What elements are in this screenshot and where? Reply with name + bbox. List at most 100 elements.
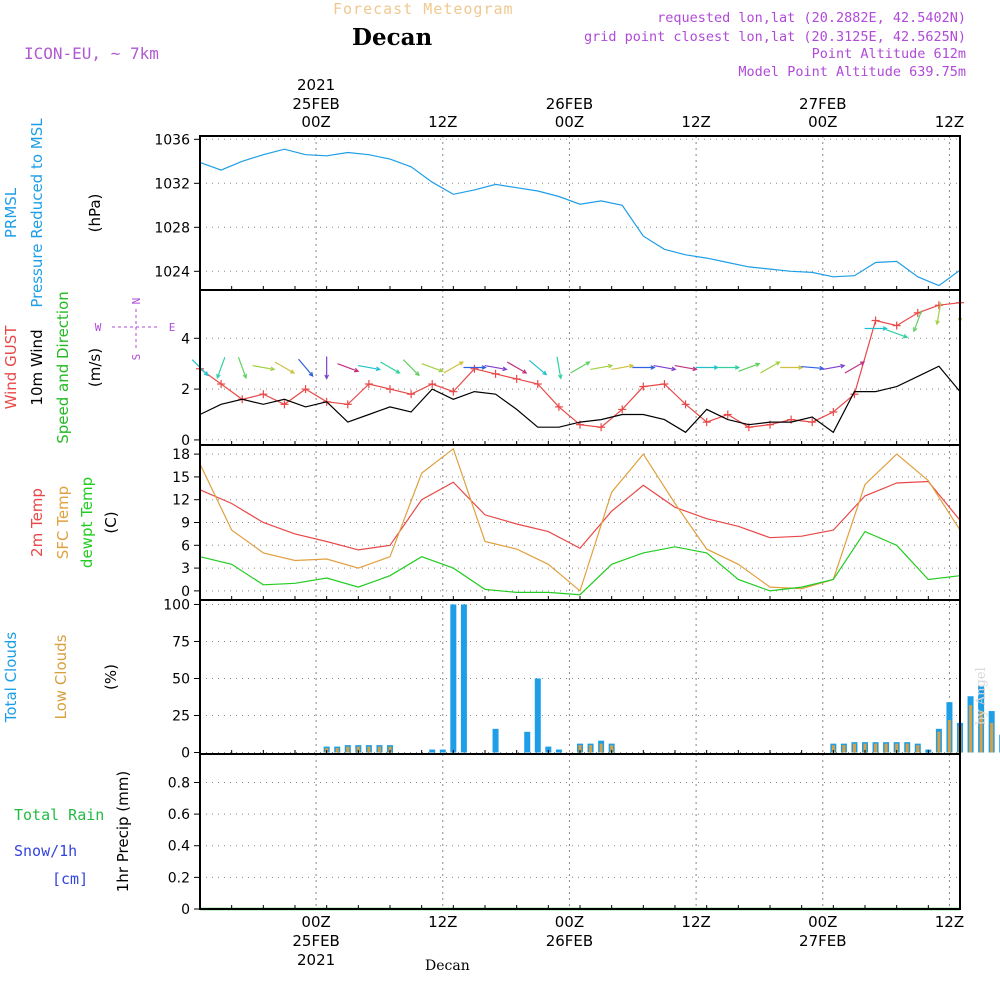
bar-total-clouds	[439, 749, 446, 753]
y-tick-label: 0	[181, 584, 190, 600]
y-tick-label: 0.8	[168, 775, 190, 791]
wind-arrow-head	[650, 365, 656, 370]
wind-arrow	[380, 361, 400, 374]
bar-low-clouds	[589, 745, 593, 753]
y-tick-label: 4	[181, 331, 190, 347]
y-tick-label: 15	[172, 470, 190, 486]
wind-arrow-head	[585, 361, 591, 366]
wind-arrow-head	[375, 366, 382, 372]
wind-arrow-head	[242, 373, 248, 380]
gridpoint-coords: grid point closest lon,lat (20.3125E, 42…	[583, 29, 966, 45]
wind-arrow-head	[607, 363, 614, 369]
wind-arrow-head	[775, 361, 781, 366]
bar-total-clouds	[492, 728, 499, 753]
x-bottom-label: 2021	[297, 951, 335, 969]
wind-arrow	[484, 364, 507, 371]
data-marks	[191, 148, 1000, 911]
panel-label: PRMSL	[2, 187, 20, 238]
wind-arrow-head	[308, 371, 314, 377]
y-tick-label: 18	[172, 447, 190, 463]
panel-label: Low Clouds	[52, 634, 70, 719]
wind-arrow-head	[902, 334, 909, 339]
bar-low-clouds	[599, 743, 603, 753]
bar-total-clouds	[555, 749, 562, 753]
panel-label: Speed and Direction	[54, 291, 72, 444]
wind-arrow	[936, 302, 942, 325]
wind-arrow-head	[522, 369, 528, 374]
wind-arrow-head	[216, 373, 221, 380]
compass-e: E	[169, 321, 176, 334]
bar-total-clouds	[524, 731, 531, 753]
wind-arrow-head	[458, 361, 465, 366]
y-tick-label: 0	[181, 902, 190, 918]
wind-arrow-head	[270, 366, 276, 372]
wind-arrow-head	[840, 363, 846, 369]
wind-arrow-head	[859, 361, 866, 366]
compass-n: N	[130, 298, 143, 305]
wind-arrow-head	[755, 362, 761, 368]
panel-label: (C)	[102, 511, 120, 533]
panel-label: Pressure Reduced to MSL	[28, 118, 46, 308]
x-bottom-label: 27FEB	[799, 932, 846, 950]
wind-arrow	[528, 359, 547, 376]
wind-arrow	[611, 364, 634, 371]
wind-arrow	[506, 361, 527, 374]
panel-frame	[199, 135, 961, 291]
wind-arrow-head	[502, 366, 508, 372]
model-point-altitude: Model Point Altitude 639.75m	[738, 64, 966, 80]
wind-arrow	[237, 356, 247, 379]
wind-arrow-head	[557, 374, 563, 380]
x-bottom-label: 12Z	[935, 913, 964, 931]
bar-low-clouds	[842, 745, 846, 753]
panel-label: 10m Wind	[28, 329, 46, 405]
y-tick-label: 1028	[154, 220, 190, 236]
wind-arrow-head	[203, 371, 209, 377]
x-top-label: 12Z	[428, 113, 457, 131]
wind-arrow	[674, 364, 697, 371]
panel-label: SFC Temp	[54, 486, 72, 559]
model-name: ICON-EU, ~ 7km	[24, 44, 159, 63]
wind-arrow-head	[882, 326, 888, 331]
panel-label: Wind GUST	[2, 325, 20, 410]
wind-arrow	[653, 364, 676, 371]
bar-total-clouds	[450, 604, 457, 753]
x-top-label: 26FEB	[546, 95, 593, 113]
x-top-label: 00Z	[808, 113, 837, 131]
wind-arrow	[357, 364, 380, 371]
wind-arrow-head	[671, 366, 677, 372]
compass-w: W	[95, 321, 102, 334]
panel-label: (m/s)	[86, 348, 104, 387]
wind-arrow	[337, 363, 359, 372]
y-tick-label: 1036	[154, 132, 190, 148]
wind-arrow	[738, 363, 760, 372]
x-bottom-label: 26FEB	[546, 932, 593, 950]
bar-total-clouds	[429, 749, 436, 753]
wind-arrow	[844, 361, 865, 374]
bar-low-clouds	[863, 743, 867, 753]
series-2m-temp	[199, 480, 961, 551]
y-tick-label: 100	[163, 597, 190, 613]
y-tick-label: 2	[181, 382, 190, 398]
wind-arrow-head	[542, 370, 548, 376]
point-altitude: Point Altitude 612m	[811, 46, 966, 62]
wind-arrow-head	[414, 371, 420, 377]
wind-arrow-head	[692, 366, 698, 372]
x-bottom-label: 12Z	[681, 913, 710, 931]
wind-arrow	[216, 356, 226, 379]
bar-total-clouds	[545, 746, 552, 753]
bar-low-clouds	[947, 719, 951, 753]
bar-low-clouds	[388, 746, 392, 753]
place-name: Decan	[352, 24, 433, 51]
x-top-label: 25FEB	[292, 95, 339, 113]
x-top-label: 00Z	[301, 113, 330, 131]
wind-arrow	[822, 364, 845, 371]
panel-frame	[199, 599, 961, 755]
x-bottom-label: 12Z	[428, 913, 457, 931]
compass-s: S	[130, 354, 143, 361]
x-bottom-label: 00Z	[301, 913, 330, 931]
wind-arrow	[402, 359, 420, 376]
panel-label: (%)	[102, 664, 120, 690]
requested-coords: requested lon,lat (20.2882E, 42.5402N)	[657, 10, 966, 26]
x-top-label: 12Z	[935, 113, 964, 131]
wind-arrow	[298, 358, 314, 377]
